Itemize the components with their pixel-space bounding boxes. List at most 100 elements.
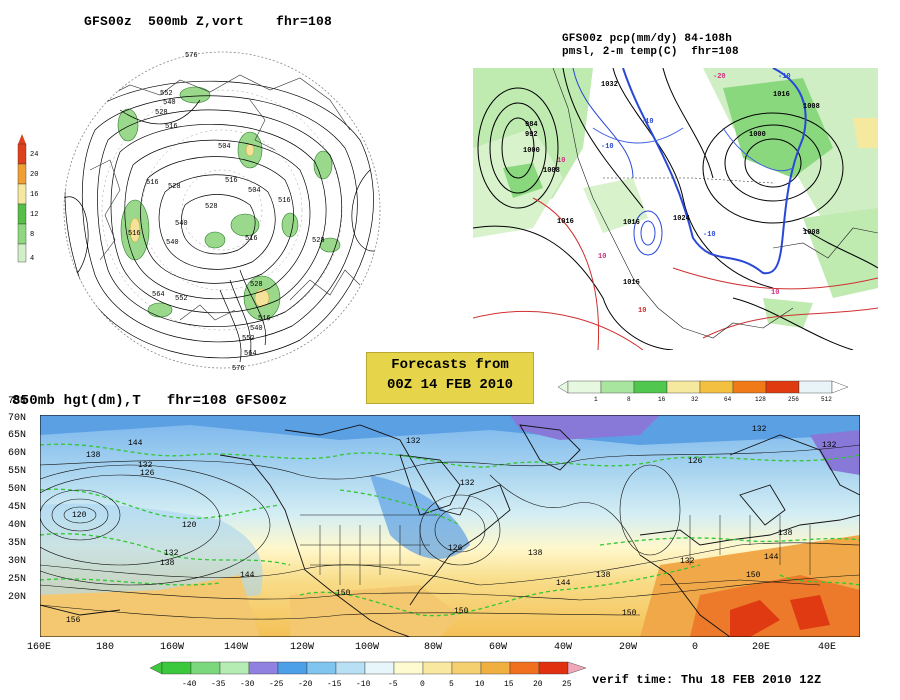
svg-text:138: 138 xyxy=(160,559,175,568)
contour-label: 576 xyxy=(232,365,245,373)
colorbar-tick: 12 xyxy=(30,211,38,219)
svg-text:138: 138 xyxy=(778,529,793,538)
svg-text:138: 138 xyxy=(528,549,543,558)
svg-text:5: 5 xyxy=(449,680,454,689)
svg-text:150: 150 xyxy=(746,571,761,580)
colorbar-tick: 16 xyxy=(30,191,38,199)
lon-label: 40E xyxy=(818,642,837,653)
pcp-title-line2: pmsl, 2-m temp(C) fhr=108 xyxy=(562,46,739,58)
svg-text:138: 138 xyxy=(596,571,611,580)
svg-text:-35: -35 xyxy=(211,680,226,689)
svg-text:984: 984 xyxy=(525,121,538,129)
svg-text:1008: 1008 xyxy=(803,103,820,111)
contour-label: 516 xyxy=(146,179,159,187)
isotherms xyxy=(40,443,860,617)
contour-label: 564 xyxy=(244,350,257,358)
lon-label: 160W xyxy=(160,642,185,653)
t850-panel-title: 850mb hgt(dm),T fhr=108 GFS00z xyxy=(12,393,288,409)
contour-label: 540 xyxy=(163,99,176,107)
svg-text:1024: 1024 xyxy=(673,215,690,223)
pcp-title-line1: GFS00z pcp(mm/dy) 84-108h xyxy=(562,33,733,45)
lon-label: 160E xyxy=(27,642,52,653)
lat-label: 25N xyxy=(8,574,27,585)
contour-label: 552 xyxy=(175,295,188,303)
colorbar-tick: 4 xyxy=(30,255,34,263)
lat-label: 35N xyxy=(8,538,27,549)
svg-text:10: 10 xyxy=(638,307,646,315)
lon-label: 120W xyxy=(290,642,315,653)
pcp-isobar-labels: 984 992 1000 1008 1032 1016 1016 1024 10… xyxy=(523,81,820,287)
contour-label: 516 xyxy=(225,177,238,185)
lon-label: 60W xyxy=(489,642,508,653)
contour-label: 528 xyxy=(168,183,181,191)
svg-text:150: 150 xyxy=(622,609,637,618)
svg-text:144: 144 xyxy=(240,571,255,580)
contour-label: 540 xyxy=(175,220,188,228)
contour-label: 504 xyxy=(218,143,231,151)
lon-axis: 160E 180 160W 140W 120W 100W 80W 60W 40W… xyxy=(0,642,900,656)
svg-text:132: 132 xyxy=(406,437,421,446)
lat-label: 40N xyxy=(8,520,27,531)
vort-panel-title: GFS00z 500mb Z,vort fhr=108 xyxy=(84,14,333,29)
lat-label: 30N xyxy=(8,556,27,567)
t850-colorbar: -40 -35 -30 -25 -20 -15 -10 -5 0 5 10 15… xyxy=(150,661,587,689)
svg-text:1000: 1000 xyxy=(523,147,540,155)
svg-text:132: 132 xyxy=(138,461,153,470)
temperature-anomalies xyxy=(40,415,860,637)
lat-label: 50N xyxy=(8,484,27,495)
svg-text:20: 20 xyxy=(533,680,543,689)
pcp-temp-labels: 10 10 -10 -10 -10 10 10 -20 -10 xyxy=(557,73,791,315)
contour-label: 576 xyxy=(185,52,198,60)
political-borders xyxy=(300,514,821,586)
svg-text:10: 10 xyxy=(598,253,606,261)
svg-text:150: 150 xyxy=(454,607,469,616)
svg-text:1000: 1000 xyxy=(749,131,766,139)
svg-text:-10: -10 xyxy=(601,143,614,151)
contour-label: 528 xyxy=(250,281,263,289)
lon-label: 0 xyxy=(692,642,699,653)
svg-text:126: 126 xyxy=(688,457,703,466)
svg-text:126: 126 xyxy=(140,469,155,478)
svg-text:64: 64 xyxy=(724,396,732,403)
svg-text:1008: 1008 xyxy=(803,229,820,237)
svg-text:10: 10 xyxy=(771,289,779,297)
svg-text:132: 132 xyxy=(752,425,767,434)
svg-text:0: 0 xyxy=(420,680,425,689)
svg-text:1008: 1008 xyxy=(543,167,560,175)
svg-text:156: 156 xyxy=(66,616,81,625)
pcp-panel-title: GFS00z pcp(mm/dy) 84-108h pmsl, 2-m temp(… xyxy=(562,33,739,59)
svg-text:1016: 1016 xyxy=(623,219,640,227)
svg-text:138: 138 xyxy=(86,451,101,460)
contour-label: 552 xyxy=(242,335,255,343)
lat-label: 45N xyxy=(8,502,27,513)
vort-colorbar: 24 20 16 12 8 4 xyxy=(17,134,38,263)
svg-text:-30: -30 xyxy=(240,680,255,689)
contour-label: 528 xyxy=(312,237,325,245)
lon-label: 20W xyxy=(619,642,638,653)
svg-text:1016: 1016 xyxy=(623,279,640,287)
lat-label: 65N xyxy=(8,430,27,441)
vort-map: 576 552 540 528 516 516 528 504 516 528 … xyxy=(63,51,381,373)
lon-label: 80W xyxy=(424,642,443,653)
colorbar-arrow xyxy=(150,661,163,675)
svg-text:-10: -10 xyxy=(356,680,371,689)
svg-text:10: 10 xyxy=(557,157,565,165)
svg-text:-20: -20 xyxy=(298,680,313,689)
svg-text:32: 32 xyxy=(691,396,699,403)
svg-text:132: 132 xyxy=(460,479,475,488)
svg-text:120: 120 xyxy=(72,511,87,520)
svg-text:150: 150 xyxy=(336,589,351,598)
svg-text:1: 1 xyxy=(594,396,598,403)
svg-text:120: 120 xyxy=(182,521,197,530)
contour-label: 540 xyxy=(166,239,179,247)
contour-label: 516 xyxy=(128,230,141,238)
colorbar-tick: 8 xyxy=(30,231,34,239)
t850-height-labels: 144 138 132 126 120 120 132 138 144 150 … xyxy=(66,425,837,625)
svg-text:1016: 1016 xyxy=(557,218,574,226)
contour-label: 504 xyxy=(248,187,261,195)
svg-text:15: 15 xyxy=(504,680,514,689)
forecast-line1: Forecasts from xyxy=(391,357,509,373)
lon-label: 100W xyxy=(355,642,380,653)
precip-shading xyxy=(473,68,878,328)
svg-text:144: 144 xyxy=(128,439,143,448)
